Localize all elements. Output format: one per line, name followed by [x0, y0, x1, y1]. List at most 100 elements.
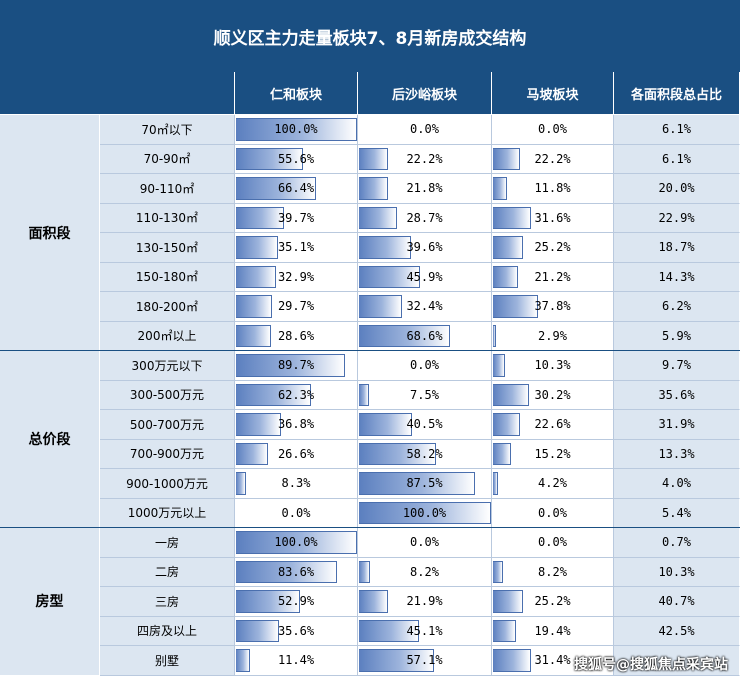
data-value: 36.8% — [277, 417, 315, 432]
data-value: 32.4% — [406, 299, 443, 314]
data-bar — [236, 442, 269, 465]
data-cell: 62.3% — [235, 380, 358, 410]
data-bar — [493, 147, 520, 170]
data-value: 28.7% — [406, 210, 443, 225]
data-cell: 100.0% — [358, 498, 492, 528]
data-cell: 32.9% — [235, 262, 358, 292]
data-cell: 21.8% — [358, 174, 492, 204]
group-label: 面积段 — [0, 115, 100, 351]
chart-title: 顺义区主力走量板块7、8月新房成交结构 — [0, 0, 740, 72]
data-bar — [236, 383, 312, 406]
data-value: 89.7% — [277, 358, 315, 373]
column-header-2: 后沙峪板块 — [358, 72, 492, 115]
data-value: 100.0% — [274, 535, 318, 550]
row-label: 300-500万元 — [100, 380, 235, 410]
column-header-3: 马坡板块 — [492, 72, 614, 115]
data-value: 40.5% — [406, 417, 443, 432]
data-value: 8.2% — [538, 564, 567, 579]
data-cell: 55.6% — [235, 144, 358, 174]
data-cell: 4.2% — [492, 469, 614, 499]
row-label: 90-110㎡ — [100, 174, 235, 204]
data-cell: 28.6% — [235, 321, 358, 351]
total-share-cell: 42.5% — [614, 616, 740, 646]
data-table: 仁和板块 后沙峪板块 马坡板块 各面积段总占比 面积段 70㎡以下 100.0% 0.0% 0.… — [0, 72, 740, 680]
data-cell: 22.2% — [492, 144, 614, 174]
data-bar — [236, 560, 338, 583]
data-value: 25.2% — [534, 240, 571, 255]
data-value: 11.8% — [534, 181, 571, 196]
data-cell: 57.1% — [358, 646, 492, 676]
data-cell: 28.7% — [358, 203, 492, 233]
data-cell: 31.4% — [492, 646, 614, 676]
row-label: 700-900万元 — [100, 439, 235, 469]
data-value: 39.6% — [406, 240, 443, 255]
data-bar — [493, 413, 521, 436]
data-cell: 7.5% — [358, 380, 492, 410]
data-value: 0.0% — [538, 505, 567, 520]
data-value: 35.1% — [277, 240, 315, 255]
total-share-cell — [614, 646, 740, 676]
data-bar — [236, 177, 317, 200]
data-cell: 15.2% — [492, 439, 614, 469]
data-cell: 68.6% — [358, 321, 492, 351]
data-cell: 26.6% — [235, 439, 358, 469]
data-cell: 39.7% — [235, 203, 358, 233]
data-value: 7.5% — [410, 387, 439, 402]
data-value: 52.9% — [277, 594, 315, 609]
total-share-cell: 14.3% — [614, 262, 740, 292]
total-share-cell: 35.6% — [614, 380, 740, 410]
data-bar — [236, 531, 357, 554]
data-value: 10.3% — [534, 358, 571, 373]
total-share-cell: 31.9% — [614, 410, 740, 440]
data-cell: 21.9% — [358, 587, 492, 617]
data-value: 0.0% — [538, 535, 567, 550]
data-cell: 100.0% — [235, 528, 358, 558]
data-bar — [359, 413, 413, 436]
data-value: 39.7% — [277, 210, 315, 225]
total-share-cell: 5.9% — [614, 321, 740, 351]
column-header-4: 各面积段总占比 — [614, 72, 740, 115]
data-bar — [493, 177, 508, 200]
data-cell: 52.9% — [235, 587, 358, 617]
data-value: 26.6% — [277, 446, 315, 461]
data-bar — [236, 413, 281, 436]
row-label: 一房 — [100, 528, 235, 558]
data-bar — [236, 324, 271, 347]
data-value: 21.8% — [406, 181, 443, 196]
data-value: 100.0% — [274, 122, 318, 137]
row-label: 300万元以下 — [100, 351, 235, 381]
data-value: 31.4% — [534, 653, 571, 668]
data-cell: 0.0% — [492, 115, 614, 145]
data-bar — [359, 472, 475, 495]
total-share-cell: 6.1% — [614, 115, 740, 145]
data-value: 45.1% — [406, 623, 443, 638]
data-cell: 22.2% — [358, 144, 492, 174]
row-label: 150-180㎡ — [100, 262, 235, 292]
data-cell: 0.0% — [358, 115, 492, 145]
data-cell: 8.2% — [492, 557, 614, 587]
group-label: 房型 — [0, 528, 100, 676]
data-cell: 11.4% — [235, 646, 358, 676]
total-share-cell: 18.7% — [614, 233, 740, 263]
row-label: 130-150㎡ — [100, 233, 235, 263]
total-share-cell: 6.2% — [614, 292, 740, 322]
data-bar — [236, 649, 250, 672]
data-cell: 10.3% — [492, 351, 614, 381]
data-cell: 37.8% — [492, 292, 614, 322]
data-value: 15.2% — [534, 446, 571, 461]
data-cell: 83.6% — [235, 557, 358, 587]
data-cell: 0.0% — [235, 498, 358, 528]
data-cell: 35.6% — [235, 616, 358, 646]
row-label: 别墅 — [100, 646, 235, 676]
data-cell: 45.1% — [358, 616, 492, 646]
data-value: 83.6% — [277, 564, 315, 579]
data-value: 45.9% — [406, 269, 443, 284]
row-label: 180-200㎡ — [100, 292, 235, 322]
data-cell: 21.2% — [492, 262, 614, 292]
data-value: 31.6% — [534, 210, 571, 225]
data-value: 21.2% — [534, 269, 571, 284]
total-share-cell: 13.3% — [614, 439, 740, 469]
data-value: 0.0% — [410, 358, 439, 373]
data-value: 2.9% — [538, 328, 567, 343]
